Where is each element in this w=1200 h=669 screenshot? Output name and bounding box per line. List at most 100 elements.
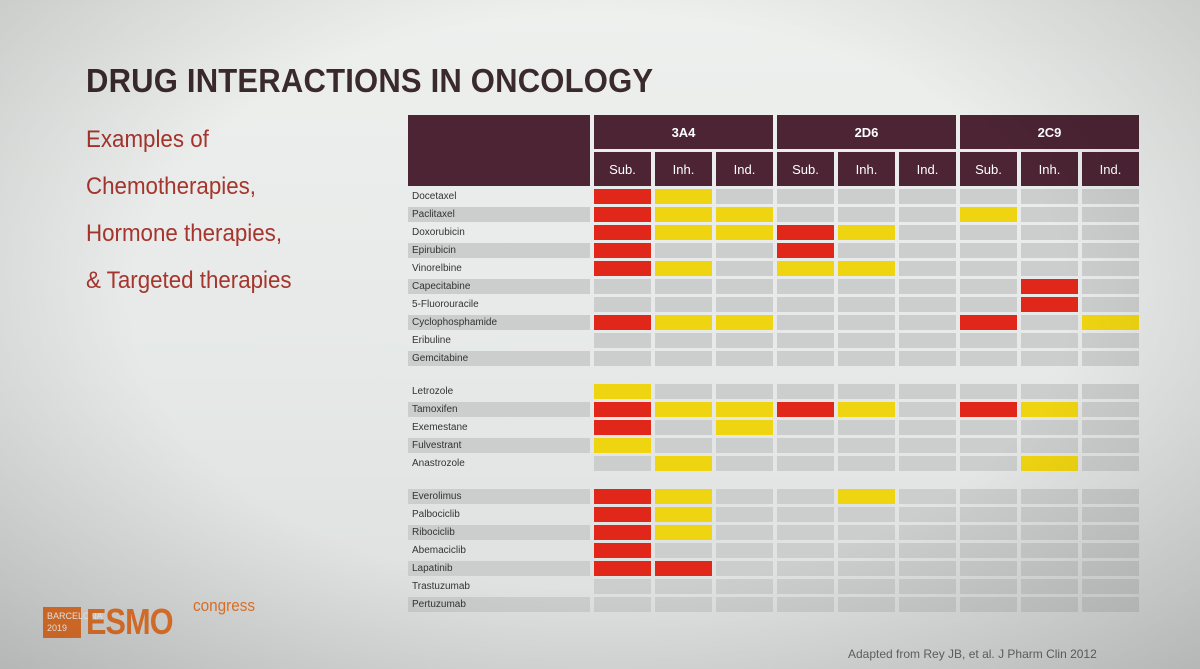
- interaction-cell-moderate: [655, 402, 712, 417]
- drug-name-everolimus: Everolimus: [408, 489, 590, 504]
- interaction-cell-none: [838, 456, 895, 471]
- interaction-cell-none: [777, 456, 834, 471]
- drug-name-letrozole: Letrozole: [412, 386, 454, 397]
- interaction-cell-none: [716, 525, 773, 540]
- interaction-cell-strong: [1021, 279, 1078, 294]
- logo-city: BARCELONA: [47, 611, 103, 621]
- interaction-cell-strong: [594, 243, 651, 258]
- interaction-cell-none: [716, 597, 773, 612]
- subtitle-line: Examples of: [86, 126, 209, 153]
- interaction-cell-strong: [777, 402, 834, 417]
- interaction-cell-none: [1082, 579, 1139, 594]
- interaction-cell-none: [1082, 561, 1139, 576]
- slide-title: DRUG INTERACTIONS IN ONCOLOGY: [86, 62, 654, 99]
- interaction-cell-none: [777, 489, 834, 504]
- interaction-cell-moderate: [838, 225, 895, 240]
- interaction-cell-strong: [594, 507, 651, 522]
- interaction-cell-moderate: [655, 189, 712, 204]
- interaction-cell-none: [838, 207, 895, 222]
- header-3a4: 3A4: [594, 115, 773, 149]
- interaction-cell-none: [899, 597, 956, 612]
- interaction-cell-none: [1021, 489, 1078, 504]
- interaction-cell-none: [1082, 384, 1139, 399]
- subheader-2c9-sub: Sub.: [960, 152, 1017, 186]
- interaction-cell-none: [1082, 261, 1139, 276]
- interaction-cell-none: [1021, 597, 1078, 612]
- interaction-cell-none: [594, 351, 651, 366]
- subheader-2d6-sub: Sub.: [777, 152, 834, 186]
- interaction-cell-none: [716, 333, 773, 348]
- subheader-2d6-inh: Inh.: [838, 152, 895, 186]
- interaction-cell-none: [838, 297, 895, 312]
- interaction-cell-none: [960, 243, 1017, 258]
- drug-name-palbociclib: Palbociclib: [412, 509, 460, 520]
- interaction-cell-strong: [594, 189, 651, 204]
- drug-name-tamoxifen: Tamoxifen: [408, 402, 590, 417]
- interaction-cell-none: [960, 507, 1017, 522]
- interaction-cell-moderate: [655, 225, 712, 240]
- interaction-cell-none: [1021, 525, 1078, 540]
- interaction-cell-none: [1021, 351, 1078, 366]
- interaction-cell-strong: [594, 402, 651, 417]
- subheader-2c9-inh: Inh.: [1021, 152, 1078, 186]
- header-2c9: 2C9: [960, 115, 1139, 149]
- interaction-cell-none: [777, 507, 834, 522]
- drug-name-gemcitabine: Gemcitabine: [408, 351, 590, 366]
- interaction-cell-none: [960, 261, 1017, 276]
- interaction-cell-strong: [777, 243, 834, 258]
- interaction-cell-strong: [777, 225, 834, 240]
- interaction-cell-none: [899, 315, 956, 330]
- interaction-cell-none: [716, 189, 773, 204]
- interaction-cell-none: [838, 438, 895, 453]
- interaction-cell-none: [1021, 333, 1078, 348]
- slide-subtitle: Examples of Chemotherapies, Hormone ther…: [86, 116, 384, 304]
- interaction-cell-none: [1021, 207, 1078, 222]
- interaction-cell-strong: [594, 225, 651, 240]
- interaction-cell-none: [1021, 384, 1078, 399]
- interaction-cell-strong: [1021, 297, 1078, 312]
- drug-name-docetaxel: Docetaxel: [412, 191, 457, 202]
- header-2d6: 2D6: [777, 115, 956, 149]
- interaction-cell-none: [960, 351, 1017, 366]
- interaction-cell-none: [960, 297, 1017, 312]
- interaction-cell-none: [899, 261, 956, 276]
- section-spacer: [408, 471, 1139, 486]
- table-corner-header: [408, 115, 590, 186]
- interaction-cell-none: [838, 507, 895, 522]
- drug-name-fulvestrant: Fulvestrant: [408, 438, 590, 453]
- interaction-cell-none: [899, 561, 956, 576]
- interaction-cell-strong: [594, 543, 651, 558]
- interaction-cell-none: [1021, 261, 1078, 276]
- interaction-cell-moderate: [1082, 315, 1139, 330]
- interaction-cell-strong: [594, 525, 651, 540]
- interaction-cell-none: [777, 207, 834, 222]
- interaction-cell-moderate: [716, 315, 773, 330]
- interaction-cell-none: [838, 597, 895, 612]
- interaction-cell-none: [655, 297, 712, 312]
- interaction-cell-none: [838, 561, 895, 576]
- interaction-cell-strong: [594, 261, 651, 276]
- interaction-cell-none: [716, 351, 773, 366]
- interaction-cell-none: [777, 315, 834, 330]
- interaction-cell-none: [716, 543, 773, 558]
- interaction-cell-none: [899, 438, 956, 453]
- interaction-cell-none: [838, 351, 895, 366]
- interaction-cell-none: [655, 333, 712, 348]
- interaction-cell-strong: [594, 561, 651, 576]
- interaction-cell-none: [655, 279, 712, 294]
- interaction-cell-none: [594, 279, 651, 294]
- interaction-cell-none: [594, 333, 651, 348]
- interaction-cell-none: [899, 402, 956, 417]
- interaction-cell-none: [1082, 351, 1139, 366]
- interaction-cell-none: [1021, 561, 1078, 576]
- interaction-cell-moderate: [716, 402, 773, 417]
- interaction-cell-strong: [594, 420, 651, 435]
- subheader-2c9-ind: Ind.: [1082, 152, 1139, 186]
- interaction-cell-none: [594, 597, 651, 612]
- interaction-cell-none: [1082, 279, 1139, 294]
- interaction-cell-none: [960, 384, 1017, 399]
- interaction-cell-moderate: [716, 225, 773, 240]
- interaction-cell-none: [960, 333, 1017, 348]
- interaction-cell-none: [960, 189, 1017, 204]
- interaction-cell-none: [716, 579, 773, 594]
